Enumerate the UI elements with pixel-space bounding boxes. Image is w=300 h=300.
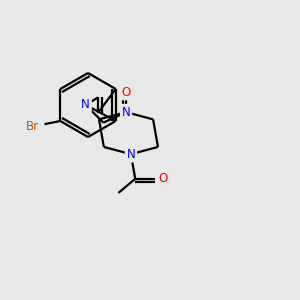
Text: N: N xyxy=(81,98,90,112)
Text: Br: Br xyxy=(26,120,39,133)
Text: N: N xyxy=(127,148,135,161)
Text: O: O xyxy=(122,85,131,99)
Text: O: O xyxy=(159,172,168,185)
Text: N: N xyxy=(122,106,130,118)
